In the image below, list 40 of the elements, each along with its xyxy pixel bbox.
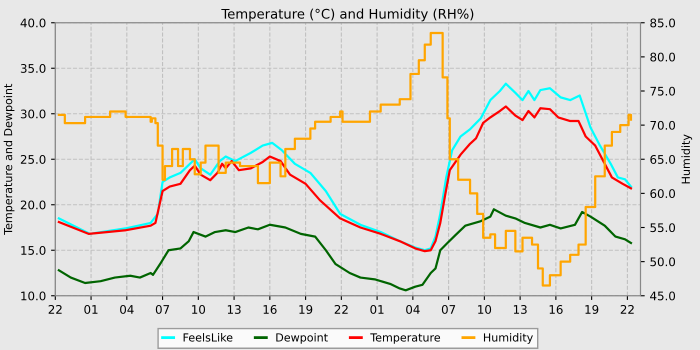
legend-label: Humidity — [484, 333, 533, 344]
y-tick-label: 20.0 — [20, 200, 46, 210]
y-tick-label: 15.0 — [21, 246, 46, 255]
x-tick-label: 16 — [550, 304, 563, 314]
y-axis-title: Temperature and Dewpoint — [4, 84, 14, 235]
y-tick-label: 40.0 — [20, 18, 46, 28]
y-tick-label: 25.0 — [20, 154, 46, 164]
legend-label: Dewpoint — [276, 333, 328, 344]
y-tick-label: 10.0 — [21, 291, 46, 300]
y2-axis-title: Humidity — [681, 134, 692, 184]
x-tick-label: 01 — [84, 304, 98, 314]
y2-tick-label: 60.0 — [650, 189, 676, 198]
x-tick-label: 10 — [478, 304, 492, 314]
chart-title: Temperature (°C) and Humidity (RH%) — [221, 8, 474, 22]
x-tick-label: 07 — [442, 304, 456, 314]
x-tick-label: 13 — [228, 304, 241, 314]
y2-tick-label: 85.0 — [650, 18, 676, 28]
x-tick-label: 19 — [299, 304, 312, 314]
x-tick-label: 13 — [514, 304, 527, 314]
legend-label: Temperature — [370, 333, 440, 344]
x-tick-label: 22 — [334, 304, 348, 314]
x-tick-label: 01 — [370, 304, 384, 314]
x-tick-label: 22 — [48, 304, 62, 314]
y2-tick-label: 55.0 — [650, 223, 676, 232]
y2-tick-label: 80.0 — [650, 52, 676, 62]
y-tick-label: 35.0 — [20, 64, 46, 73]
y2-tick-label: 75.0 — [650, 86, 676, 96]
x-tick-label: 16 — [264, 304, 277, 314]
legend-label: FeelsLike — [184, 333, 232, 342]
x-tick-label: 04 — [120, 304, 134, 314]
x-tick-label: 07 — [156, 304, 170, 314]
y-tick-label: 30.0 — [20, 109, 46, 118]
y2-tick-label: 45.0 — [650, 291, 676, 300]
x-tick-label: 19 — [585, 304, 598, 314]
y2-tick-label: 50.0 — [650, 257, 676, 266]
x-tick-label: 04 — [406, 304, 420, 314]
x-tick-label: 10 — [192, 304, 206, 314]
x-tick-label: 22 — [620, 304, 634, 314]
y2-tick-label: 70.0 — [650, 120, 676, 130]
y2-tick-label: 65.0 — [650, 154, 676, 164]
